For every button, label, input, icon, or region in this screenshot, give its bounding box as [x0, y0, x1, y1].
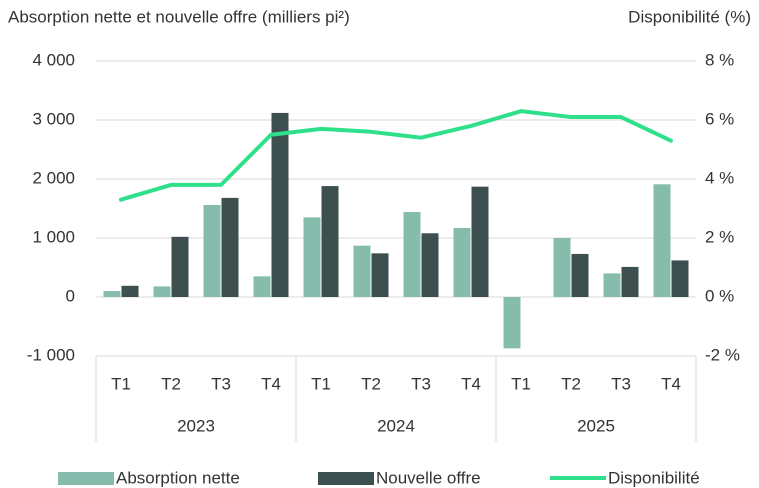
- x-tick-label: T3: [411, 374, 431, 393]
- y2-tick-label: 8 %: [705, 50, 734, 69]
- bar: [453, 227, 471, 297]
- y2-axis-title: Disponibilité (%): [628, 7, 751, 26]
- bar: [571, 253, 589, 297]
- y-tick-label: 1 000: [32, 227, 75, 246]
- x-tick-label: T1: [311, 374, 331, 393]
- bar: [321, 186, 339, 297]
- x-tick-label: T1: [111, 374, 131, 393]
- bar: [121, 285, 139, 297]
- x-tick-label: T4: [661, 374, 681, 393]
- bar: [421, 233, 439, 297]
- group-label: 2023: [177, 416, 215, 435]
- legend-swatch: [318, 472, 374, 485]
- x-tick-label: T3: [611, 374, 631, 393]
- bar: [171, 236, 189, 297]
- y-tick-label: 2 000: [32, 168, 75, 187]
- bar: [671, 260, 689, 297]
- bar: [403, 212, 421, 297]
- bar: [103, 291, 121, 297]
- bar: [253, 276, 271, 297]
- x-tick-label: T1: [511, 374, 531, 393]
- legend-label: Nouvelle offre: [376, 468, 481, 487]
- x-tick-label: T2: [361, 374, 381, 393]
- y2-tick-label: -2 %: [705, 345, 740, 364]
- bar: [153, 286, 171, 297]
- bar: [603, 273, 621, 297]
- group-label: 2024: [377, 416, 415, 435]
- bar: [653, 184, 671, 297]
- y-tick-label: 0: [66, 286, 75, 305]
- bar: [371, 253, 389, 297]
- bar: [203, 204, 221, 297]
- bar: [553, 238, 571, 297]
- group-label: 2025: [577, 416, 615, 435]
- bar: [471, 186, 489, 297]
- legend-label: Disponibilité: [608, 468, 700, 487]
- y-tick-label: 4 000: [32, 50, 75, 69]
- y2-tick-label: 0 %: [705, 286, 734, 305]
- x-tick-label: T2: [161, 374, 181, 393]
- x-tick-label: T2: [561, 374, 581, 393]
- bar: [503, 297, 521, 349]
- line-series: [119, 109, 673, 202]
- x-tick-label: T4: [261, 374, 281, 393]
- legend-label: Absorption nette: [116, 468, 240, 487]
- y2-tick-label: 6 %: [705, 109, 734, 128]
- bar: [303, 217, 321, 297]
- bar: [621, 266, 639, 297]
- y2-tick-label: 4 %: [705, 168, 734, 187]
- x-tick-label: T4: [461, 374, 481, 393]
- chart-title: Absorption nette et nouvelle offre (mill…: [8, 7, 350, 26]
- x-tick-label: T3: [211, 374, 231, 393]
- legend-swatch: [58, 472, 114, 485]
- y-tick-label: 3 000: [32, 109, 75, 128]
- y-tick-label: -1 000: [27, 345, 75, 364]
- bar: [271, 112, 289, 297]
- bar: [221, 197, 239, 297]
- y2-tick-label: 2 %: [705, 227, 734, 246]
- bar: [353, 245, 371, 297]
